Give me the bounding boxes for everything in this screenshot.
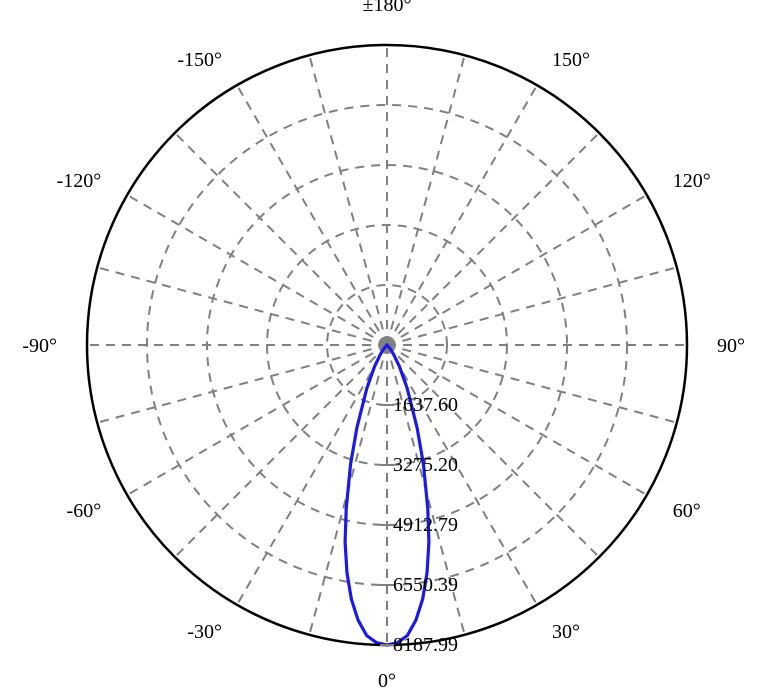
radial-tick-label: 8187.99	[393, 634, 458, 656]
angle-label: -120°	[57, 170, 102, 192]
radial-tick-label: 3275.20	[393, 454, 458, 476]
angle-label: -90°	[22, 335, 57, 357]
radial-tick-label: 6550.39	[393, 574, 458, 596]
angle-label: 120°	[673, 170, 711, 192]
angle-label: 0°	[378, 670, 396, 692]
angle-label: 60°	[673, 500, 701, 522]
radial-tick-label: 1637.60	[393, 394, 458, 416]
radial-tick-label: 4912.79	[393, 514, 458, 536]
angle-label: 150°	[552, 49, 590, 71]
angle-label: -30°	[187, 621, 222, 643]
polar-chart: 0° 30° 60° 90° 120° 150° ±180° -150° -120° -90° -6…	[0, 0, 775, 697]
angle-label: 90°	[717, 335, 745, 357]
angle-label: -150°	[177, 49, 222, 71]
angle-label: ±180°	[363, 0, 412, 16]
angle-label: 30°	[552, 621, 580, 643]
angle-label: -60°	[67, 500, 102, 522]
